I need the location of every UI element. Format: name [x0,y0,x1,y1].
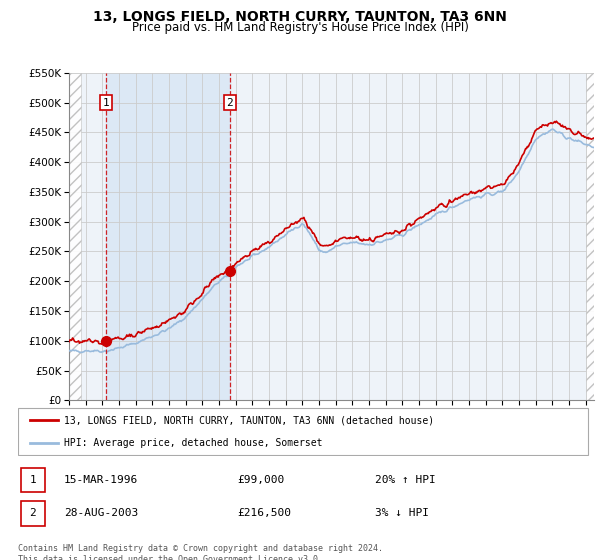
Text: £216,500: £216,500 [237,508,291,519]
Text: 13, LONGS FIELD, NORTH CURRY, TAUNTON, TA3 6NN: 13, LONGS FIELD, NORTH CURRY, TAUNTON, T… [93,10,507,24]
Text: 2: 2 [226,97,233,108]
Text: 1: 1 [103,97,109,108]
Text: Contains HM Land Registry data © Crown copyright and database right 2024.
This d: Contains HM Land Registry data © Crown c… [18,544,383,560]
Bar [106,73,230,400]
Text: 15-MAR-1996: 15-MAR-1996 [64,475,139,485]
Text: Price paid vs. HM Land Registry's House Price Index (HPI): Price paid vs. HM Land Registry's House … [131,21,469,34]
Text: 3% ↓ HPI: 3% ↓ HPI [375,508,429,519]
FancyBboxPatch shape [18,408,588,455]
Text: 28-AUG-2003: 28-AUG-2003 [64,508,139,519]
Text: 1: 1 [29,475,37,485]
Text: HPI: Average price, detached house, Somerset: HPI: Average price, detached house, Some… [64,438,323,448]
Text: 2: 2 [29,508,37,519]
Text: £99,000: £99,000 [237,475,284,485]
Text: 20% ↑ HPI: 20% ↑ HPI [375,475,436,485]
Text: 13, LONGS FIELD, NORTH CURRY, TAUNTON, TA3 6NN (detached house): 13, LONGS FIELD, NORTH CURRY, TAUNTON, T… [64,416,434,426]
FancyBboxPatch shape [21,468,45,492]
FancyBboxPatch shape [21,501,45,525]
